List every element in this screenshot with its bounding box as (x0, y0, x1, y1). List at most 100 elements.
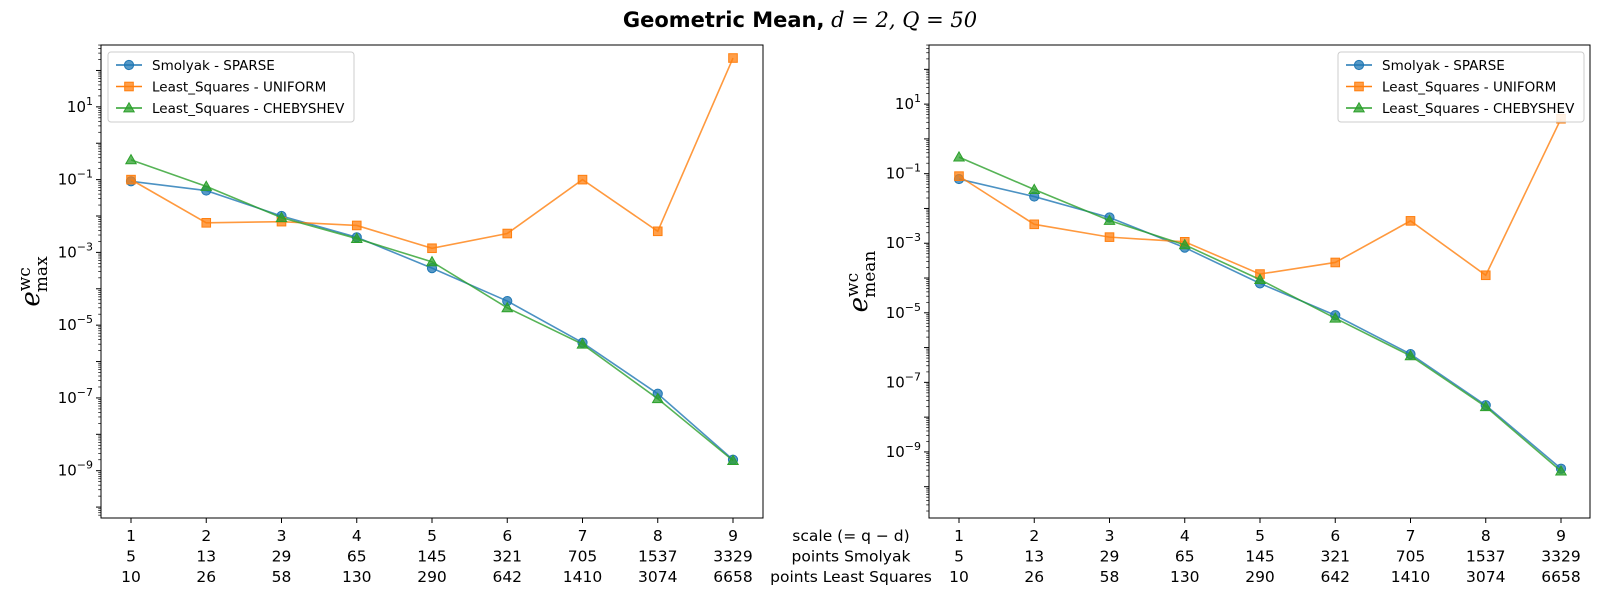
x-tick-label-scale: 7 (1406, 527, 1416, 545)
x-tick-label-least-squares: 10 (121, 568, 141, 586)
data-point (126, 174, 136, 185)
series-line (958, 156, 1562, 472)
data-point (952, 150, 966, 162)
x-tick-label-least-squares: 130 (342, 568, 372, 586)
data-point (350, 232, 363, 243)
x-tick-label-least-squares: 10 (949, 568, 969, 586)
data-point (1330, 257, 1341, 268)
y-tick-label: 10−3 (886, 231, 921, 252)
x-tick-label-least-squares: 642 (492, 568, 522, 586)
row-label-scale: scale (= q − d) (792, 527, 909, 545)
y-tick-label: 10−7 (886, 370, 921, 391)
x-tick-label-smolyak: 145 (417, 548, 447, 566)
row-label-points-smolyak: points Smolyak (792, 548, 911, 566)
x-tick-label-smolyak: 1537 (638, 548, 677, 566)
x-tick-label-least-squares: 642 (1320, 568, 1350, 586)
data-point (1404, 349, 1417, 361)
x-tick-label-scale: 8 (653, 527, 663, 545)
data-point (1554, 464, 1568, 476)
data-point (201, 218, 212, 228)
data-point (351, 220, 362, 231)
x-tick-label-scale: 6 (502, 527, 512, 545)
data-point (577, 174, 588, 185)
legend-box (107, 51, 355, 123)
x-tick-label-scale: 9 (728, 527, 738, 545)
y-tick-label: 10−5 (886, 301, 921, 322)
y-tick-label: 10−3 (58, 240, 93, 261)
series-line (130, 159, 734, 462)
y-axis-label: ewcmax (15, 256, 52, 307)
data-point (1405, 216, 1416, 226)
x-tick-label-scale: 2 (1029, 527, 1039, 545)
data-point (124, 153, 138, 165)
data-point (1028, 183, 1041, 194)
series-line (958, 178, 1562, 470)
legend-label: Least_Squares - CHEBYSHEV (1382, 101, 1575, 117)
x-tick-label-smolyak: 13 (1024, 548, 1044, 566)
x-tick-label-smolyak: 3329 (1541, 548, 1580, 566)
series-3 (124, 153, 740, 465)
y-tick-label: 10−7 (58, 386, 93, 407)
series-1 (125, 176, 739, 465)
legend-label: Smolyak - SPARSE (152, 58, 275, 74)
legend-marker (124, 81, 134, 92)
x-tick-label-scale: 4 (352, 527, 362, 545)
data-point (576, 337, 589, 349)
data-point (1253, 273, 1267, 285)
data-point (425, 255, 439, 267)
x-tick-label-least-squares: 130 (1170, 568, 1200, 586)
x-tick-label-scale: 1 (126, 527, 136, 545)
data-point (1103, 214, 1116, 225)
figure-title: Geometric Mean, d = 2, Q = 50 (0, 8, 1600, 32)
x-tick-label-least-squares: 3074 (638, 568, 677, 586)
y-tick-label: 101 (895, 92, 921, 113)
x-tick-label-smolyak: 3329 (713, 548, 752, 566)
x-tick-label-least-squares: 26 (196, 568, 216, 586)
x-tick-label-scale: 3 (277, 527, 287, 545)
x-tick-label-least-squares: 290 (417, 568, 447, 586)
data-point (1480, 270, 1491, 281)
x-tick-label-least-squares: 6658 (713, 568, 752, 586)
figure-title-bold: Geometric Mean, (622, 8, 825, 32)
x-tick-label-least-squares: 58 (272, 568, 292, 586)
legend-box (1337, 51, 1585, 123)
chart-panel-1: 10110−110−310−510−710−9ewcmax15102132632… (15, 44, 764, 586)
data-point (954, 171, 964, 181)
data-point (1329, 311, 1342, 323)
y-tick-label: 10−1 (886, 162, 921, 183)
x-tick-label-least-squares: 26 (1024, 568, 1044, 586)
series-1 (953, 173, 1567, 474)
x-tick-label-scale: 7 (578, 527, 588, 545)
x-tick-label-scale: 9 (1556, 527, 1566, 545)
series-line (958, 118, 1562, 277)
x-tick-label-smolyak: 5 (126, 548, 136, 566)
figure-title-math: d = 2, Q = 50 (824, 8, 978, 32)
data-point (1479, 400, 1492, 412)
data-point (427, 243, 437, 254)
legend: Smolyak - SPARSE Least_Squares - UNIFORM L… (107, 51, 355, 123)
y-axis-label: ewcmean (843, 251, 880, 313)
x-tick-label-scale: 2 (201, 527, 211, 545)
y-tick-label: 10−1 (58, 168, 93, 189)
data-point (1104, 232, 1115, 242)
series-2 (954, 113, 1566, 281)
x-tick-label-smolyak: 29 (1100, 548, 1120, 566)
data-point (501, 301, 514, 313)
y-tick-label: 10−9 (58, 459, 93, 480)
legend-label: Least_Squares - UNIFORM (152, 80, 326, 96)
row-label-points-least-squares: points Least Squares (770, 568, 932, 586)
data-point (728, 53, 738, 63)
legend-marker (1353, 59, 1365, 71)
x-tick-label-scale: 4 (1180, 527, 1190, 545)
x-tick-label-least-squares: 290 (1245, 568, 1275, 586)
data-point (1029, 219, 1040, 230)
legend: Smolyak - SPARSE Least_Squares - UNIFORM L… (1337, 51, 1585, 123)
data-point (200, 180, 213, 191)
data-point (651, 392, 664, 404)
series-3 (952, 150, 1568, 476)
data-point (652, 226, 663, 237)
x-tick-label-smolyak: 145 (1245, 548, 1275, 566)
x-tick-label-smolyak: 321 (1320, 548, 1350, 566)
x-tick-label-smolyak: 321 (492, 548, 522, 566)
